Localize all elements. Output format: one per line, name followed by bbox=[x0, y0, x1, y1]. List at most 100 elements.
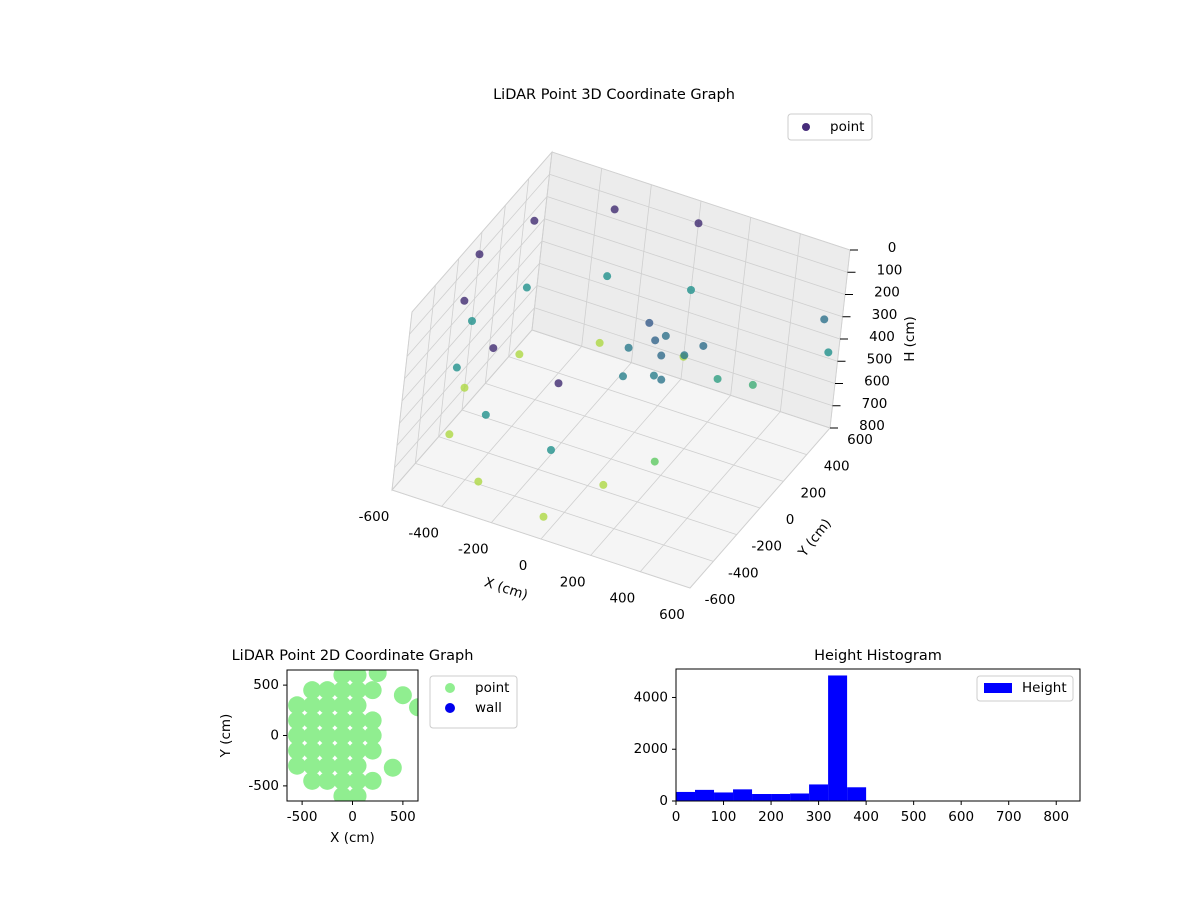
legend-label: Height bbox=[1022, 680, 1067, 696]
y-tick-label: 600 bbox=[847, 432, 873, 448]
grid-line bbox=[508, 356, 807, 456]
point bbox=[694, 219, 703, 228]
point bbox=[288, 696, 307, 715]
y-tick-label: 400 bbox=[824, 459, 850, 475]
grid-line bbox=[391, 329, 533, 491]
grid-line bbox=[539, 262, 838, 362]
h-tick-label: 0 bbox=[888, 240, 897, 256]
x-tick-label: 700 bbox=[996, 809, 1022, 825]
point bbox=[303, 696, 322, 715]
bar bbox=[733, 789, 753, 801]
point bbox=[409, 698, 418, 717]
h-tick-label: 800 bbox=[859, 418, 885, 434]
chart-title: LiDAR Point 2D Coordinate Graph bbox=[232, 648, 474, 664]
h-tick-label: 600 bbox=[864, 374, 890, 390]
point bbox=[687, 286, 695, 294]
grid-line bbox=[399, 262, 540, 424]
point bbox=[333, 711, 352, 730]
bar bbox=[790, 793, 810, 801]
point bbox=[348, 711, 367, 730]
point bbox=[554, 379, 563, 388]
point bbox=[657, 351, 666, 360]
y-tick-label: 0 bbox=[270, 728, 279, 744]
legend-marker bbox=[802, 123, 810, 131]
h-tick-label: 100 bbox=[877, 262, 903, 278]
point bbox=[348, 786, 367, 801]
bar bbox=[847, 787, 867, 801]
grid-line bbox=[391, 489, 691, 589]
point bbox=[303, 756, 322, 775]
y-tick-label: 200 bbox=[800, 485, 826, 501]
point bbox=[699, 341, 708, 350]
x-tick-label: -200 bbox=[458, 542, 489, 558]
x-tick-label: 200 bbox=[560, 574, 586, 590]
chart-title: LiDAR Point 3D Coordinate Graph bbox=[493, 87, 735, 103]
x-tick-label: 200 bbox=[758, 809, 784, 825]
bar bbox=[752, 794, 772, 801]
point bbox=[333, 756, 352, 775]
point bbox=[599, 480, 608, 489]
point bbox=[363, 771, 382, 790]
h-tick-label: 200 bbox=[874, 285, 900, 301]
x-tick-label: 400 bbox=[853, 809, 879, 825]
grid-line bbox=[536, 285, 836, 384]
point bbox=[595, 338, 604, 347]
point bbox=[475, 250, 484, 259]
point bbox=[522, 283, 531, 292]
x-tick-label: 100 bbox=[711, 809, 737, 825]
point bbox=[348, 681, 367, 700]
legend-label: point bbox=[475, 680, 509, 696]
legend-marker bbox=[445, 703, 455, 713]
y-tick-label: 4000 bbox=[634, 689, 668, 705]
grid-line bbox=[551, 151, 851, 251]
point bbox=[288, 756, 307, 775]
point bbox=[619, 372, 627, 381]
bar bbox=[828, 675, 848, 801]
point bbox=[318, 681, 337, 700]
y-tick-label: -200 bbox=[751, 539, 782, 555]
point bbox=[820, 315, 829, 324]
legend-label: point bbox=[830, 119, 864, 135]
grid-line bbox=[438, 436, 737, 536]
chart-title: Height Histogram bbox=[814, 648, 942, 664]
y-tick-label: 500 bbox=[253, 677, 279, 693]
x-tick-label: 0 bbox=[672, 809, 681, 825]
x-tick-label: -600 bbox=[359, 509, 390, 525]
grid-line bbox=[461, 409, 761, 509]
point bbox=[530, 216, 539, 225]
point bbox=[460, 296, 469, 305]
y-tick-label: -600 bbox=[705, 592, 736, 608]
legend-swatch bbox=[984, 683, 1012, 693]
point bbox=[333, 696, 352, 715]
point bbox=[348, 670, 367, 685]
point bbox=[333, 670, 352, 685]
grid-line bbox=[546, 196, 846, 295]
x-tick-label: 0 bbox=[519, 558, 528, 574]
point bbox=[348, 726, 367, 745]
point bbox=[303, 681, 322, 700]
x-tick-label: -500 bbox=[287, 809, 318, 825]
x-axis-label: X (cm) bbox=[482, 574, 529, 603]
point bbox=[452, 363, 461, 372]
point bbox=[348, 696, 367, 715]
point bbox=[547, 446, 555, 454]
legend-marker bbox=[445, 683, 455, 693]
x-tick-label: 600 bbox=[948, 809, 974, 825]
x-tick-label: 400 bbox=[609, 591, 635, 607]
x-tick-label: 500 bbox=[390, 809, 416, 825]
point bbox=[460, 383, 469, 392]
x-tick-label: 800 bbox=[1043, 809, 1069, 825]
x-tick-label: 500 bbox=[901, 809, 927, 825]
point bbox=[393, 686, 412, 705]
point bbox=[348, 741, 367, 760]
point bbox=[649, 371, 658, 380]
bar bbox=[771, 794, 791, 801]
point bbox=[445, 430, 454, 439]
point bbox=[474, 477, 483, 486]
legend-label: wall bbox=[475, 700, 502, 716]
point bbox=[481, 410, 490, 419]
bar bbox=[676, 791, 696, 801]
point bbox=[318, 741, 337, 760]
point bbox=[363, 741, 382, 760]
